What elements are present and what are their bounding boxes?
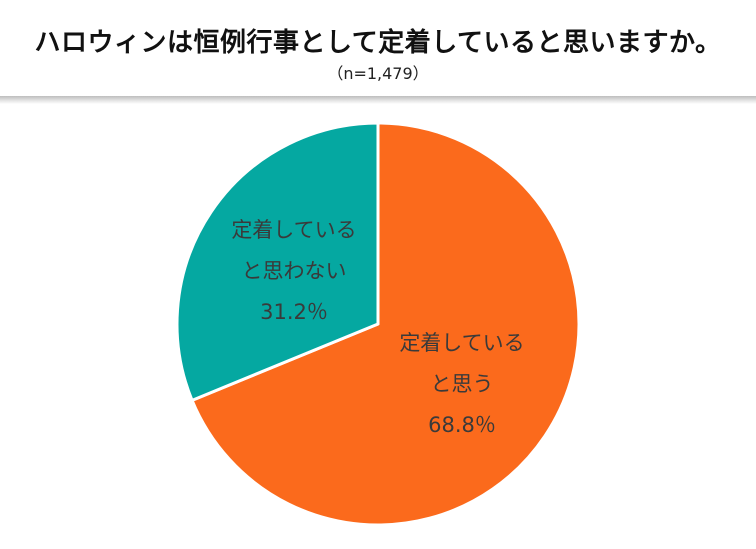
slice-yes-label-line-2: と思う — [431, 372, 494, 396]
slice-yes-label-line-1: 定着している — [399, 331, 524, 355]
chart-subtitle: （n=1,479） — [327, 64, 429, 83]
slice-yes-label-line-3: 68.8％ — [428, 413, 496, 437]
slice-no — [175, 121, 380, 402]
slice-yes — [190, 121, 581, 527]
title-divider — [0, 96, 756, 104]
pie-slices — [175, 121, 581, 527]
chart-title: ハロウィンは恒例行事として定着していると思いますか。 — [34, 28, 722, 58]
slice-no-label-line-3: 31.2％ — [260, 300, 328, 324]
slice-no-label-line-1: 定着している — [231, 218, 356, 242]
title-block: ハロウィンは恒例行事として定着していると思いますか。 （n=1,479） — [0, 0, 756, 96]
slice-no-label-line-2: と思わない — [242, 259, 347, 283]
